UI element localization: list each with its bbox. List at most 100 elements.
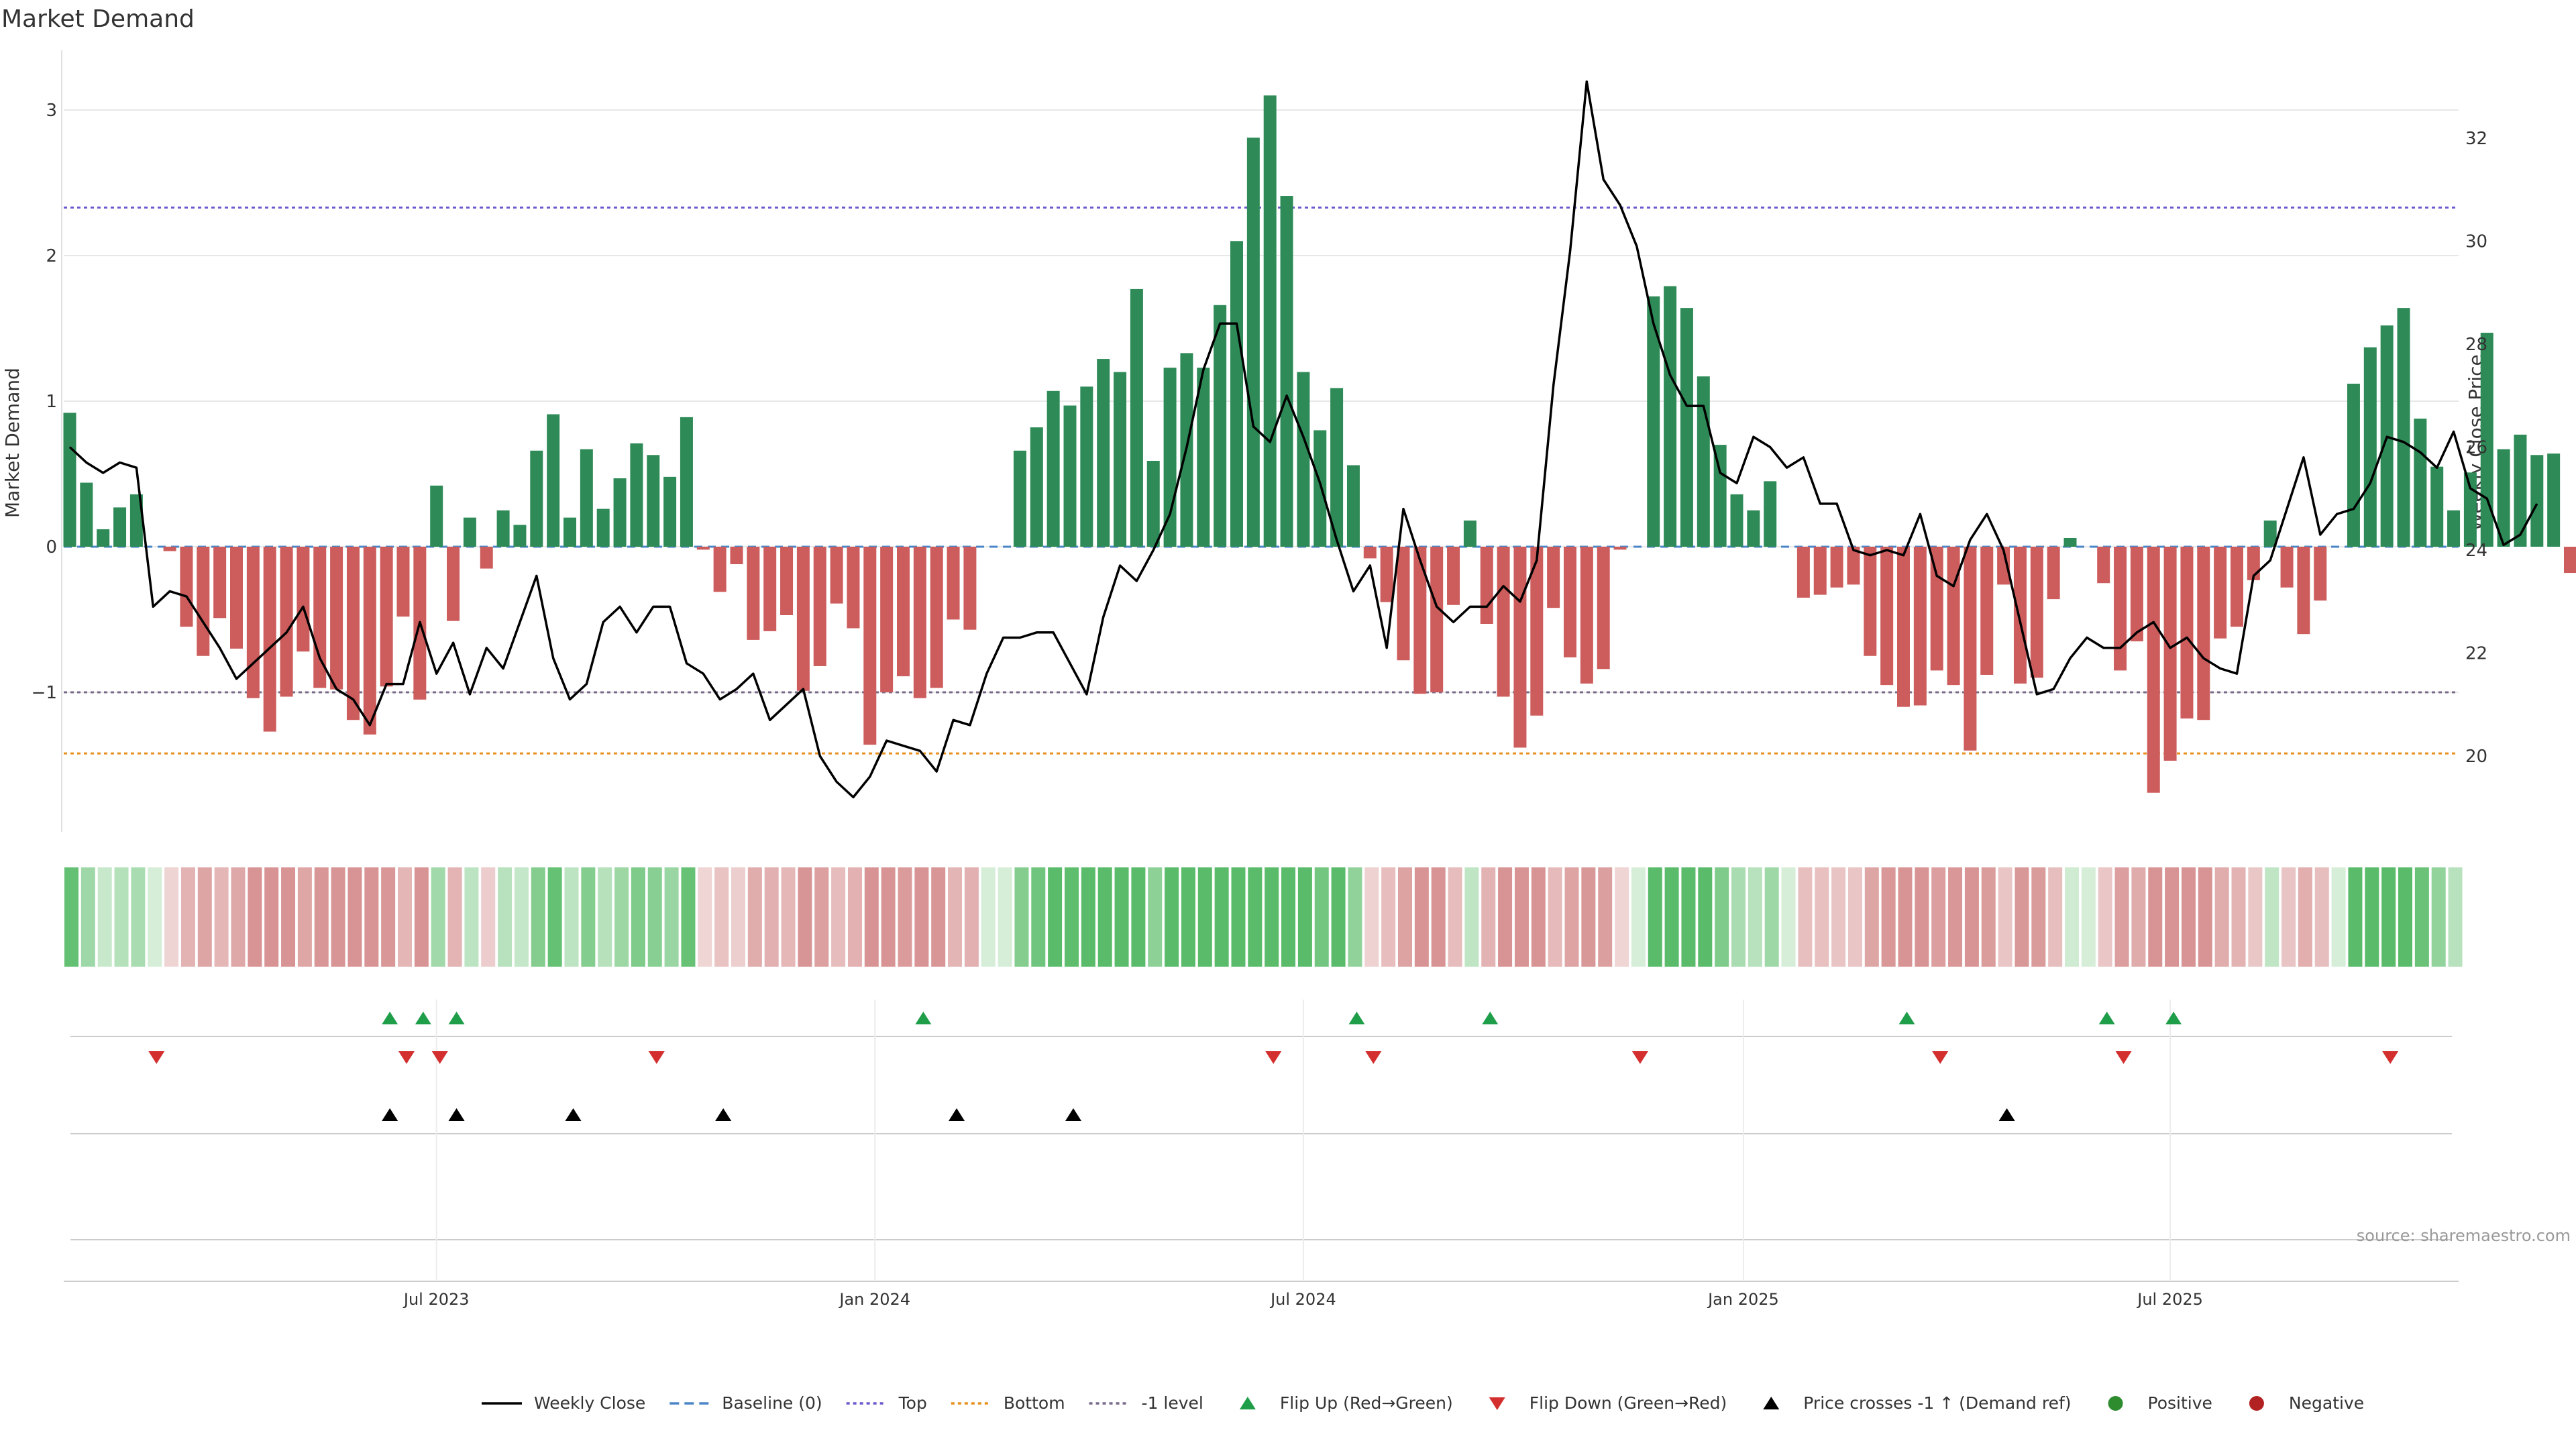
- demand-bar: [1247, 138, 1260, 547]
- heat-band: [2165, 867, 2179, 967]
- demand-bar: [547, 415, 559, 547]
- demand-bar: [447, 547, 460, 621]
- demand-bar: [380, 547, 393, 686]
- heat-band: [698, 867, 712, 967]
- demand-bar: [280, 547, 293, 697]
- heat-band: [64, 867, 78, 967]
- legend-item: Flip Down (Green→Red): [1489, 1393, 1727, 1413]
- demand-bar: [1130, 289, 1143, 547]
- heat-band: [898, 867, 912, 967]
- demand-bar: [947, 547, 960, 620]
- legend-label: Positive: [2148, 1393, 2212, 1413]
- heat-band: [248, 867, 262, 967]
- demand-bar: [2131, 547, 2143, 641]
- demand-bar: [264, 547, 276, 732]
- legend-item: Baseline (0): [669, 1393, 822, 1413]
- price-cross-marker: [949, 1108, 965, 1121]
- heat-band: [415, 867, 429, 967]
- heat-band: [2298, 867, 2312, 967]
- legend-label: Top: [898, 1393, 927, 1413]
- heat-band: [1348, 867, 1362, 967]
- heat-band: [281, 867, 295, 967]
- heat-band: [1565, 867, 1579, 967]
- y-axis-label-left: Market Demand: [1, 368, 23, 518]
- heat-band: [648, 867, 662, 967]
- heat-band: [1931, 867, 1945, 967]
- demand-bar: [1447, 547, 1460, 605]
- signal-panels: [64, 1000, 2459, 1281]
- demand-bar: [1714, 445, 1727, 547]
- demand-bar: [1481, 547, 1493, 624]
- legend-item: Top: [847, 1393, 927, 1413]
- demand-bar: [1464, 521, 1477, 547]
- flip-down-marker: [1632, 1051, 1648, 1064]
- heat-band: [2282, 867, 2296, 967]
- heat-band: [2182, 867, 2196, 967]
- heat-band: [181, 867, 195, 967]
- demand-bar: [863, 547, 876, 745]
- price-cross-marker: [1999, 1108, 2015, 1121]
- legend-swatch-triangle-up: [1240, 1397, 1256, 1409]
- demand-bar: [2264, 521, 2277, 547]
- demand-bar: [763, 547, 776, 631]
- heat-band: [1048, 867, 1062, 967]
- demand-bar: [1297, 372, 1309, 547]
- demand-bar: [714, 547, 727, 592]
- demand-bar: [1580, 547, 1593, 684]
- heat-band: [2031, 867, 2045, 967]
- left-tick-label: −1: [32, 683, 57, 703]
- heat-band: [2265, 867, 2279, 967]
- flip-down-marker: [1932, 1051, 1948, 1064]
- heat-band: [1815, 867, 1829, 967]
- heat-band: [1498, 867, 1512, 967]
- heat-band: [364, 867, 378, 967]
- demand-bar: [2047, 547, 2060, 599]
- demand-bar: [2530, 455, 2543, 547]
- demand-bar: [2114, 547, 2127, 670]
- demand-bar: [1164, 368, 1177, 547]
- heat-band: [2048, 867, 2062, 967]
- heat-band: [198, 867, 212, 967]
- heat-band: [782, 867, 796, 967]
- heat-band: [2365, 867, 2379, 967]
- demand-bar: [1080, 386, 1093, 547]
- demand-bar: [1864, 547, 1876, 656]
- demand-bar: [2514, 435, 2526, 547]
- heat-band: [98, 867, 112, 967]
- flip-up-marker: [2165, 1012, 2182, 1024]
- heat-band: [1548, 867, 1562, 967]
- heat-band: [814, 867, 828, 967]
- flip-up-marker: [382, 1012, 398, 1024]
- heat-band: [2098, 867, 2112, 967]
- demand-bar: [2347, 384, 2360, 547]
- heat-band: [298, 867, 312, 967]
- price-cross-marker: [449, 1108, 465, 1121]
- demand-bar: [2064, 538, 2077, 547]
- heat-band: [1748, 867, 1762, 967]
- heat-band: [1948, 867, 1962, 967]
- demand-bar: [1147, 461, 1160, 547]
- demand-bar: [1664, 286, 1676, 547]
- price-cross-marker: [1065, 1108, 1081, 1121]
- heat-band: [464, 867, 478, 967]
- heat-band: [2348, 867, 2362, 967]
- legend-item: Flip Up (Red→Green): [1240, 1393, 1453, 1413]
- heat-band: [1031, 867, 1045, 967]
- x-tick-label: Jan 2024: [838, 1290, 910, 1309]
- price-cross-marker: [715, 1108, 731, 1121]
- heat-band: [81, 867, 95, 967]
- heat-band: [598, 867, 612, 967]
- right-tick-label: 26: [2465, 438, 2487, 458]
- legend-label: Flip Up (Red→Green): [1280, 1393, 1453, 1413]
- demand-bar: [731, 547, 743, 564]
- demand-bar: [397, 547, 410, 616]
- heat-band: [665, 867, 679, 967]
- heat-band: [1215, 867, 1229, 967]
- legend-item: Weekly Close: [482, 1393, 645, 1413]
- heat-band: [398, 867, 412, 967]
- signal-markers: [148, 1012, 2398, 1121]
- demand-bar: [963, 547, 976, 630]
- heat-band: [1915, 867, 1929, 967]
- right-tick-label: 30: [2465, 232, 2487, 252]
- heat-band: [148, 867, 162, 967]
